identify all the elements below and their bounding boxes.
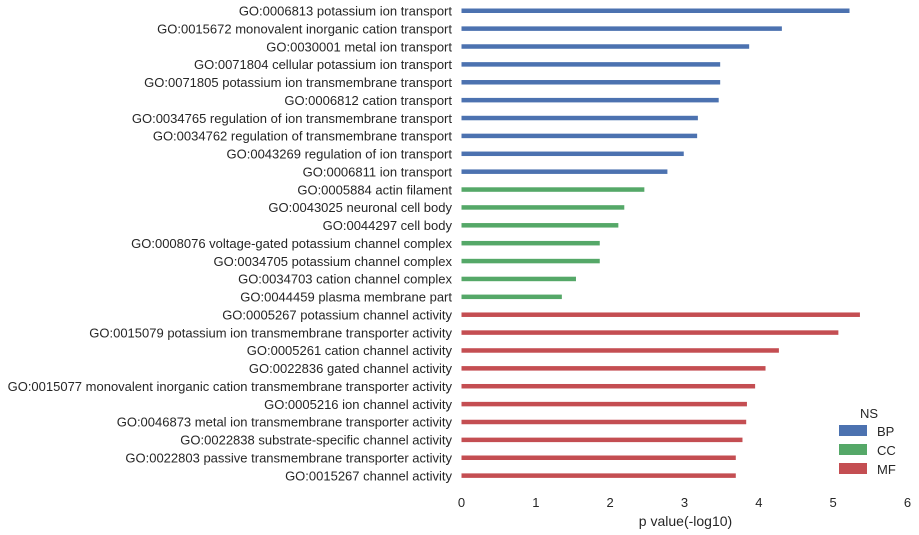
x-tick-label: 4 [755, 495, 762, 510]
legend-label-mf: MF [877, 462, 896, 477]
category-label: GO:0015077 monovalent inorganic cation t… [8, 379, 453, 394]
bar-bp [461, 169, 668, 174]
bar-cc [461, 276, 576, 282]
category-label: GO:0015079 potassium ion transmembrane t… [89, 325, 452, 340]
bar-mf [461, 437, 743, 443]
bar-bp [461, 44, 750, 49]
bar-mf [461, 455, 736, 460]
category-label: GO:0022836 gated channel activity [249, 361, 453, 376]
x-tick-label: 2 [607, 495, 614, 510]
bar-cc [461, 205, 625, 210]
legend-label-bp: BP [877, 424, 894, 439]
bar-mf [461, 348, 779, 353]
x-tick-label: 6 [904, 495, 911, 510]
legend-swatch-mf [839, 463, 867, 474]
category-label: GO:0015672 monovalent inorganic cation t… [157, 21, 452, 36]
bar-bp [461, 80, 721, 85]
bar-cc [461, 258, 600, 264]
category-label: GO:0022803 passive transmembrane transpo… [125, 451, 452, 466]
category-label: GO:0030001 metal ion transport [266, 39, 452, 54]
bar-cc [461, 240, 600, 246]
category-label: GO:0015267 channel activity [285, 468, 452, 483]
bar-bp [461, 151, 684, 157]
bar-cc [461, 294, 562, 300]
bar-bp [461, 115, 698, 121]
category-label: GO:0043025 neuronal cell body [268, 200, 452, 215]
category-label: GO:0034705 potassium channel complex [214, 254, 453, 269]
category-label: GO:0034765 regulation of ion transmembra… [132, 111, 453, 126]
category-label: GO:0005267 potassium channel activity [222, 307, 452, 322]
x-tick-label: 1 [532, 495, 539, 510]
category-label: GO:0006813 potassium ion transport [239, 4, 453, 19]
legend-swatch-cc [839, 444, 867, 455]
bar-bp [461, 26, 782, 31]
category-label: GO:0006812 cation transport [284, 93, 452, 108]
x-tick-label: 5 [830, 495, 837, 510]
legend-title: NS [860, 406, 878, 421]
category-label: GO:0022838 substrate-specific channel ac… [180, 433, 452, 448]
category-label: GO:0034762 regulation of transmembrane t… [153, 129, 453, 144]
category-label: GO:0071805 potassium ion transmembrane t… [144, 75, 452, 90]
bar-bp [461, 62, 721, 67]
category-label: GO:0005216 ion channel activity [264, 397, 452, 412]
category-labels-group: GO:0006813 potassium ion transport GO:001… [8, 4, 453, 484]
bar-mf [461, 312, 860, 317]
bar-mf [461, 366, 766, 371]
x-axis-label: p value(-log10) [639, 513, 732, 529]
bar-mf [461, 401, 747, 407]
legend-label-cc: CC [877, 443, 896, 458]
bar-mf [461, 419, 747, 425]
bar-mf [461, 473, 736, 478]
category-label: GO:0005261 cation channel activity [247, 343, 453, 358]
x-tick-label: 3 [681, 495, 688, 510]
category-label: GO:0005884 actin filament [297, 182, 452, 197]
category-label: GO:0006811 ion transport [303, 164, 453, 179]
x-ticks-group: 0 1 2 3 4 5 6 [458, 495, 911, 510]
category-label: GO:0044297 cell body [323, 218, 453, 233]
bars-group [461, 8, 860, 478]
x-tick-label: 0 [458, 495, 465, 510]
bar-cc [461, 223, 619, 228]
bar-bp [461, 97, 719, 103]
category-label: GO:0044459 plasma membrane part [240, 290, 452, 305]
bar-mf [461, 330, 839, 335]
bar-cc [461, 187, 645, 192]
legend: NS BP CC MF [839, 406, 896, 477]
category-label: GO:0071804 cellular potassium ion transp… [194, 57, 452, 72]
bar-bp [461, 8, 850, 13]
bar-mf [461, 383, 756, 389]
category-label: GO:0008076 voltage-gated potassium chann… [131, 236, 452, 251]
legend-swatch-bp [839, 425, 867, 436]
category-label: GO:0043269 regulation of ion transport [227, 147, 453, 162]
category-label: GO:0034703 cation channel complex [238, 272, 452, 287]
bar-bp [461, 133, 698, 139]
category-label: GO:0046873 metal ion transmembrane trans… [117, 415, 453, 430]
